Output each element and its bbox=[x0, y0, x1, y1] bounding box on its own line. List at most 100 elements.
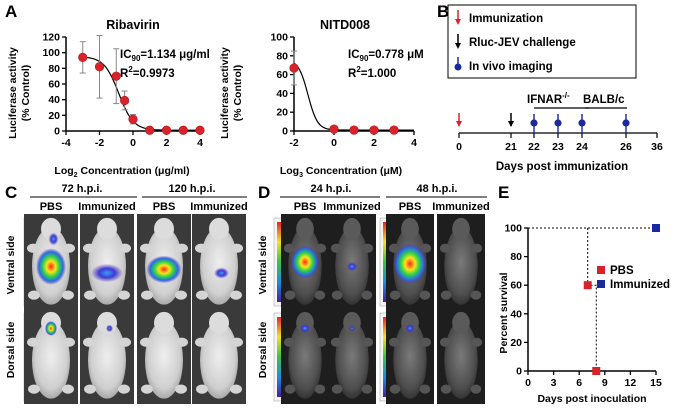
bioluminescence-signal bbox=[146, 255, 182, 284]
x-axis-label: Log2 Concentration (μg/ml) bbox=[54, 165, 189, 179]
blue-dot-icon bbox=[454, 63, 462, 71]
mouse-hindlimb bbox=[440, 290, 452, 300]
mouse-forelimb bbox=[231, 337, 243, 347]
y-tick-label: 40 bbox=[48, 94, 60, 106]
legend-box bbox=[447, 4, 637, 79]
y-tick-label: 80 bbox=[510, 251, 522, 263]
data-point-immunized bbox=[652, 224, 660, 232]
plot-area bbox=[528, 224, 660, 375]
x-axis-label: Days post inoculation bbox=[537, 393, 646, 405]
mouse-body bbox=[444, 227, 478, 305]
mouse-body bbox=[393, 321, 427, 399]
data-point bbox=[389, 125, 399, 135]
mouse-hindlimb bbox=[314, 384, 326, 394]
timeline-tick-label: 24 bbox=[576, 141, 588, 153]
x-tick-label: -2 bbox=[289, 137, 298, 149]
mouse-hindlimb bbox=[284, 384, 296, 394]
black-arrowhead-icon bbox=[455, 43, 461, 49]
x-axis-label: Log3 Concentration (μM) bbox=[280, 165, 402, 179]
group-header: Immunized bbox=[323, 201, 380, 213]
legend-swatch-immunized bbox=[597, 280, 605, 288]
mouse-hindlimb bbox=[84, 384, 96, 394]
mouse-forelimb bbox=[471, 243, 483, 253]
mouse-forelimb bbox=[63, 337, 75, 347]
mouse-forelimb bbox=[283, 243, 295, 253]
challenge-marker bbox=[508, 121, 514, 127]
legend-immunization: Immunization bbox=[455, 10, 543, 25]
imaging-marker bbox=[622, 119, 630, 127]
mouse-forelimb bbox=[330, 337, 342, 347]
timeline-tick-label: 21 bbox=[505, 141, 517, 153]
mouse-head bbox=[343, 217, 361, 240]
mouse-hindlimb bbox=[84, 290, 96, 300]
legend-label: Immunization bbox=[469, 13, 543, 25]
mouse-hindlimb bbox=[118, 384, 130, 394]
data-point bbox=[161, 125, 172, 135]
mouse-head bbox=[209, 311, 229, 334]
mouse-forelimb bbox=[283, 337, 295, 347]
panel-letter-c: C bbox=[5, 183, 17, 202]
imaging-marker bbox=[554, 119, 562, 127]
mouse-forelimb bbox=[439, 243, 451, 253]
timeline-axis: 0 21 22 23 24 26 36 bbox=[456, 113, 663, 153]
mouse-forelimb bbox=[362, 243, 374, 253]
mouse-hindlimb bbox=[175, 384, 187, 394]
legend-swatch-pbs bbox=[597, 266, 605, 274]
bioluminescence-signal bbox=[45, 321, 57, 336]
bioluminescence-signal bbox=[214, 267, 229, 279]
mouse-body bbox=[200, 321, 238, 399]
chart-survival: Percent survival Days post inoculation 0… bbox=[498, 223, 670, 406]
group-balbc-label: BALB/c bbox=[583, 94, 625, 106]
bioluminescence-signal bbox=[346, 262, 358, 272]
time-header: 24 h.p.i. bbox=[311, 183, 352, 195]
data-point bbox=[178, 125, 188, 135]
panel-letter-b: B bbox=[437, 2, 449, 21]
red-arrowhead-icon bbox=[455, 19, 461, 25]
colorbar-scale bbox=[277, 222, 281, 302]
bioluminescence-signal bbox=[349, 325, 355, 332]
y-tick-label: 40 bbox=[276, 88, 288, 100]
legend-label-pbs: PBS bbox=[610, 265, 634, 277]
colorbar-scale bbox=[277, 317, 281, 397]
mouse-forelimb bbox=[195, 337, 207, 347]
y-axis-label: Luciferase activity(% Control) bbox=[219, 47, 244, 139]
mouse-forelimb bbox=[195, 243, 207, 253]
y-tick-label: 80 bbox=[276, 50, 288, 62]
mouse-body bbox=[145, 321, 183, 399]
panel-d-imaging: 24 h.p.i. 48 h.p.i. PBS Immunized PBS Im… bbox=[257, 183, 490, 404]
mouse-hindlimb bbox=[230, 384, 242, 394]
timeline-tick-label: 22 bbox=[528, 141, 540, 153]
mouse-forelimb bbox=[119, 243, 131, 253]
y-tick-label: 100 bbox=[270, 32, 288, 44]
mouse-image-grid bbox=[23, 214, 246, 404]
data-point-pbs bbox=[592, 367, 601, 375]
legend-imaging: In vivo imaging bbox=[454, 57, 553, 73]
group-header: PBS bbox=[153, 201, 176, 213]
mouse-hindlimb bbox=[389, 290, 401, 300]
plot-area bbox=[78, 34, 205, 135]
group-header: PBS bbox=[294, 201, 317, 213]
ic90-annotation: IC90=1.134 μg/ml bbox=[120, 49, 210, 63]
data-point bbox=[289, 63, 299, 73]
imaging-marker bbox=[578, 119, 586, 127]
data-point bbox=[145, 125, 155, 135]
imaging-marker bbox=[530, 119, 538, 127]
mouse-forelimb bbox=[119, 337, 131, 347]
mouse-body bbox=[88, 321, 126, 399]
y-tick-label: 0 bbox=[282, 126, 288, 138]
data-point-pbs bbox=[583, 281, 592, 290]
mouse-hindlimb bbox=[419, 290, 431, 300]
bioluminescence-signal bbox=[48, 232, 59, 246]
mouse-forelimb bbox=[176, 243, 188, 253]
mouse-hindlimb bbox=[389, 384, 401, 394]
mouse-hindlimb bbox=[470, 384, 482, 394]
mouse-hindlimb bbox=[118, 290, 130, 300]
timeline-x-label: Days post immunization bbox=[496, 161, 628, 173]
timeline-tick-label: 23 bbox=[552, 141, 564, 153]
x-tick-label: -2 bbox=[95, 137, 104, 149]
legend-label: In vivo imaging bbox=[469, 61, 553, 73]
y-tick-label: 20 bbox=[276, 107, 288, 119]
y-tick-label: 20 bbox=[510, 337, 522, 349]
mouse-forelimb bbox=[83, 337, 95, 347]
bioluminescence-signal bbox=[393, 243, 427, 285]
